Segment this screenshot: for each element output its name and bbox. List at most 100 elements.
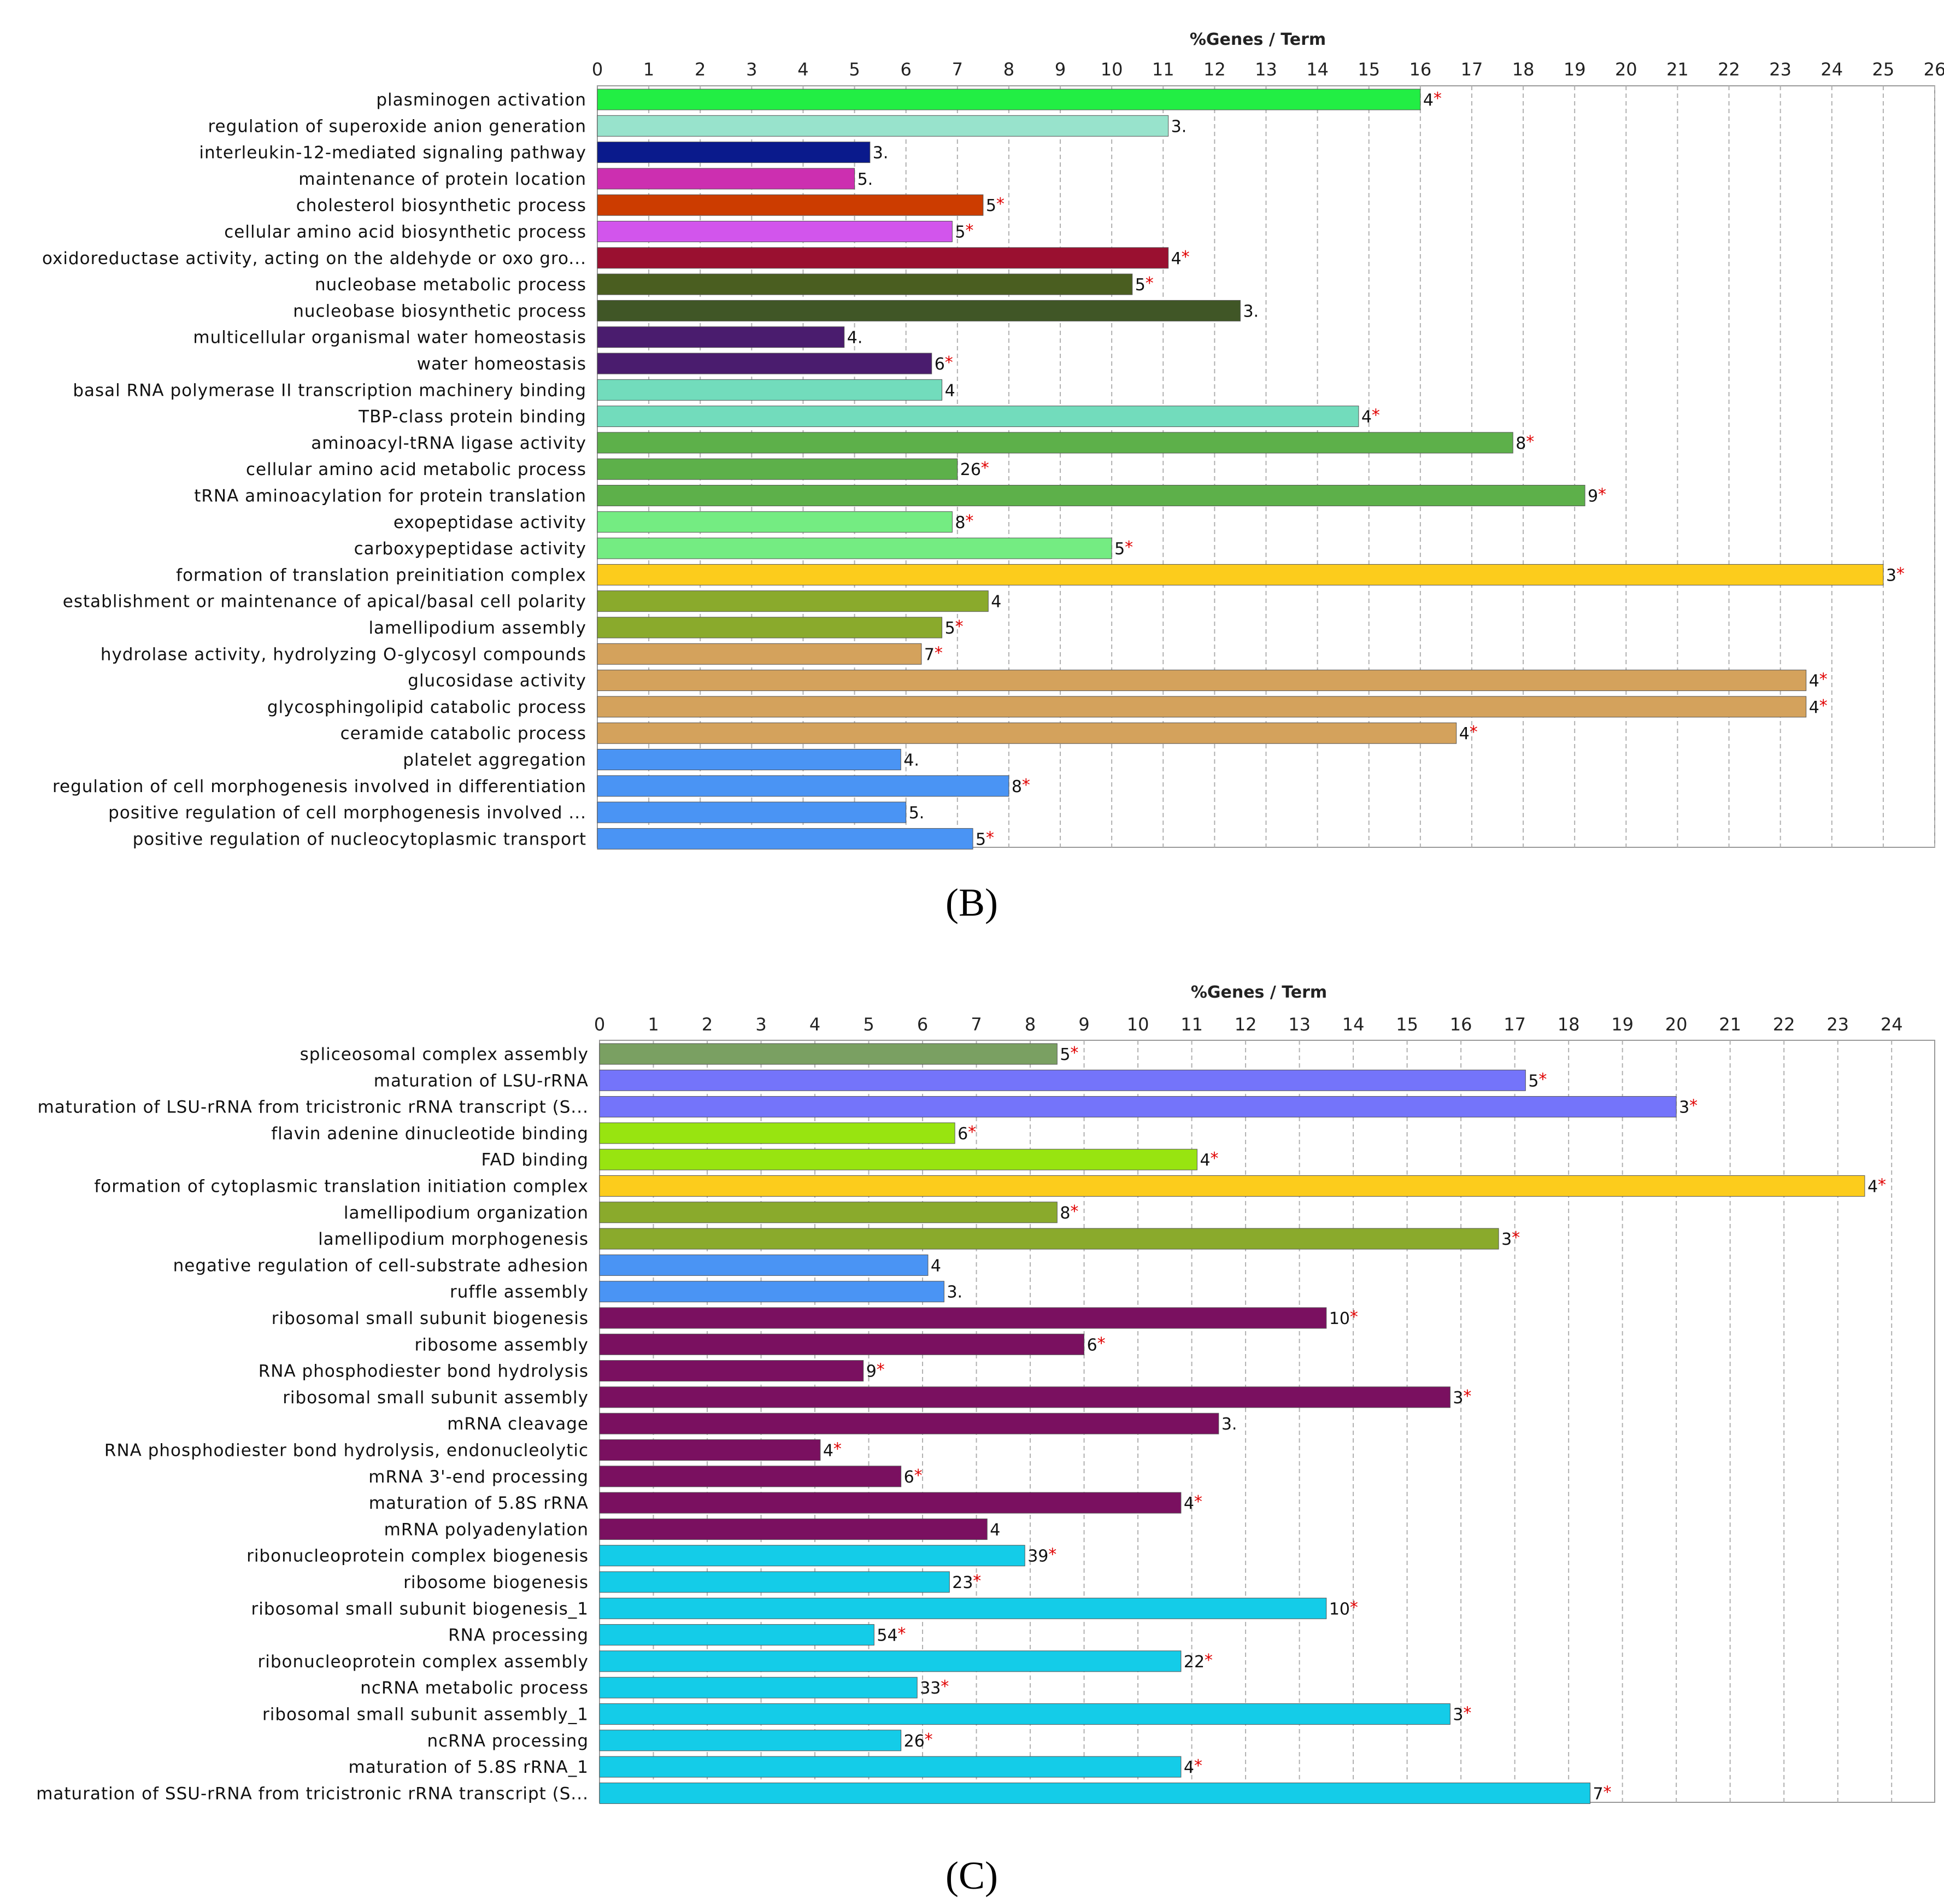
panel-b-count-label: 5 xyxy=(1114,540,1125,559)
panel-b-bar xyxy=(597,537,1112,559)
panel-c-count-label: 5 xyxy=(1060,1045,1070,1064)
panel-b-count-label: 5 xyxy=(976,830,986,849)
panel-b-category-label: basal RNA polymerase II transcription ma… xyxy=(73,380,586,400)
panel-b-count-label: 4 xyxy=(1809,698,1819,717)
panel-c-significance-star: * xyxy=(941,1677,949,1696)
panel-c-tick-label: 9 xyxy=(1078,1014,1089,1035)
panel-c-tick-label: 6 xyxy=(917,1014,928,1035)
panel-c-significance-star: * xyxy=(1097,1334,1106,1353)
panel-b-count-label: 4 xyxy=(1361,408,1372,427)
panel-b-count-label: 6 xyxy=(935,355,945,374)
panel-c-count-label: 10 xyxy=(1329,1600,1350,1619)
panel-b-count-label: 4. xyxy=(847,329,863,348)
panel-b-tick-label: 5 xyxy=(849,59,860,80)
panel-c-count-label: 3. xyxy=(947,1283,962,1302)
panel-b-tick-label: 3 xyxy=(746,59,757,80)
panel-b-significance-star: * xyxy=(1022,776,1030,795)
panel-b-count-label: 3. xyxy=(1243,302,1259,321)
panel-b-category-label: establishment or maintenance of apical/b… xyxy=(63,592,586,612)
panel-c-category-label: mRNA cleavage xyxy=(447,1414,589,1434)
panel-b-count-label: 5 xyxy=(955,223,965,242)
panel-c-count-label: 4 xyxy=(1867,1177,1878,1197)
panel-c-count-label: 4 xyxy=(1200,1151,1210,1170)
panel-c-count-label: 3 xyxy=(1501,1230,1512,1249)
panel-b-panel-label: (B) xyxy=(945,881,998,924)
panel-c-count-label: 26 xyxy=(904,1732,925,1751)
panel-b-tick-label: 6 xyxy=(901,59,912,80)
panel-c-count-label: 9 xyxy=(866,1362,877,1381)
panel-c-bar xyxy=(599,1386,1450,1408)
panel-c-category-label: lamellipodium morphogenesis xyxy=(318,1229,589,1249)
panel-c-tick-label: 8 xyxy=(1025,1014,1036,1035)
panel-b-count-label: 4 xyxy=(1459,724,1470,743)
panel-b-bar xyxy=(597,458,958,480)
panel-c-bar xyxy=(599,1228,1499,1250)
panel-b-category-label: oxidoreductase activity, acting on the a… xyxy=(42,249,586,268)
panel-b-bar xyxy=(597,406,1359,427)
panel-c-category-label: RNA phosphodiester bond hydrolysis, endo… xyxy=(104,1441,589,1461)
panel-c-significance-star: * xyxy=(1350,1598,1358,1617)
panel-c-significance-star: * xyxy=(877,1361,885,1380)
panel-b-tick-label: 1 xyxy=(643,59,654,80)
panel-b-significance-star: * xyxy=(1372,406,1380,425)
panel-b-category-label: TBP-class protein binding xyxy=(358,407,586,427)
panel-c-count-label: 54 xyxy=(877,1626,897,1645)
panel-c-category-label: maturation of LSU-rRNA from tricistronic… xyxy=(38,1098,589,1117)
panel-c-count-label: 8 xyxy=(1060,1204,1070,1223)
panel-b-category-label: cellular amino acid metabolic process xyxy=(246,460,586,479)
panel-c-panel-label: (C) xyxy=(945,1854,998,1897)
panel-b-category-label: hydrolase activity, hydrolyzing O-glycos… xyxy=(101,645,586,664)
panel-b-category-label: cholesterol biosynthetic process xyxy=(296,196,586,215)
panel-c-bar xyxy=(599,1043,1058,1065)
panel-b-count-label: 4 xyxy=(1423,91,1434,110)
panel-c-tick-label: 18 xyxy=(1558,1014,1580,1035)
panel-c-significance-star: * xyxy=(1210,1149,1218,1168)
panel-c-significance-star: * xyxy=(833,1440,842,1459)
panel-b-bar xyxy=(597,432,1513,454)
panel-b-bar xyxy=(597,617,943,638)
panel-c-category-label: ribosomal small subunit assembly_1 xyxy=(262,1705,589,1725)
panel-c-tick-label: 14 xyxy=(1342,1014,1365,1035)
panel-c-count-label: 33 xyxy=(920,1679,941,1698)
panel-c-category-label: ribosome biogenesis xyxy=(403,1573,589,1592)
panel-c-category-label: ribosomal small subunit biogenesis_1 xyxy=(251,1599,589,1619)
panel-b-count-label: 4 xyxy=(945,381,955,400)
panel-b-bar xyxy=(597,775,1009,797)
panel-b-significance-star: * xyxy=(1598,485,1606,505)
panel-b-tick-label: 18 xyxy=(1512,59,1535,80)
panel-b-category-label: maintenance of protein location xyxy=(298,169,586,189)
panel-b-tick-label: 26 xyxy=(1924,59,1944,80)
panel-b-significance-star: * xyxy=(935,643,943,663)
panel-c-count-label: 23 xyxy=(952,1573,973,1592)
panel-c-bar xyxy=(599,1096,1677,1118)
panel-b-tick-label: 17 xyxy=(1461,59,1483,80)
panel-b-significance-star: * xyxy=(955,617,964,636)
panel-b-tick-label: 12 xyxy=(1203,59,1226,80)
panel-c-bar xyxy=(599,1677,918,1698)
panel-c-bar xyxy=(599,1413,1219,1434)
panel-c-category-label: negative regulation of cell-substrate ad… xyxy=(173,1256,589,1275)
panel-b-tick-label: 13 xyxy=(1255,59,1277,80)
panel-b-significance-star: * xyxy=(981,459,989,478)
panel-b-count-label: 8 xyxy=(1012,777,1022,796)
panel-c-category-label: mRNA 3'-end processing xyxy=(368,1467,589,1487)
panel-b-bar xyxy=(597,300,1241,321)
panel-c-significance-star: * xyxy=(1194,1756,1202,1776)
panel-c-category-label: ribonucleoprotein complex biogenesis xyxy=(246,1546,589,1566)
panel-b-tick-label: 19 xyxy=(1564,59,1586,80)
panel-c-tick-label: 22 xyxy=(1773,1014,1795,1035)
panel-b-bar xyxy=(597,273,1133,295)
panel-b-significance-star: * xyxy=(1434,89,1442,108)
panel-b-bar xyxy=(597,142,871,163)
panel-c-category-label: mRNA polyadenylation xyxy=(384,1520,589,1539)
panel-b-bar xyxy=(597,353,932,374)
panel-c-tick-label: 19 xyxy=(1611,1014,1634,1035)
panel-b-tick-label: 25 xyxy=(1872,59,1895,80)
panel-c-bar xyxy=(599,1360,864,1382)
panel-c-category-label: ribosome assembly xyxy=(415,1335,589,1355)
panel-c-tick-label: 0 xyxy=(594,1014,605,1035)
panel-c-tick-label: 12 xyxy=(1235,1014,1257,1035)
panel-b-tick-label: 2 xyxy=(695,59,706,80)
panel-c-bar xyxy=(599,1492,1182,1514)
panel-c-significance-star: * xyxy=(1463,1387,1471,1406)
